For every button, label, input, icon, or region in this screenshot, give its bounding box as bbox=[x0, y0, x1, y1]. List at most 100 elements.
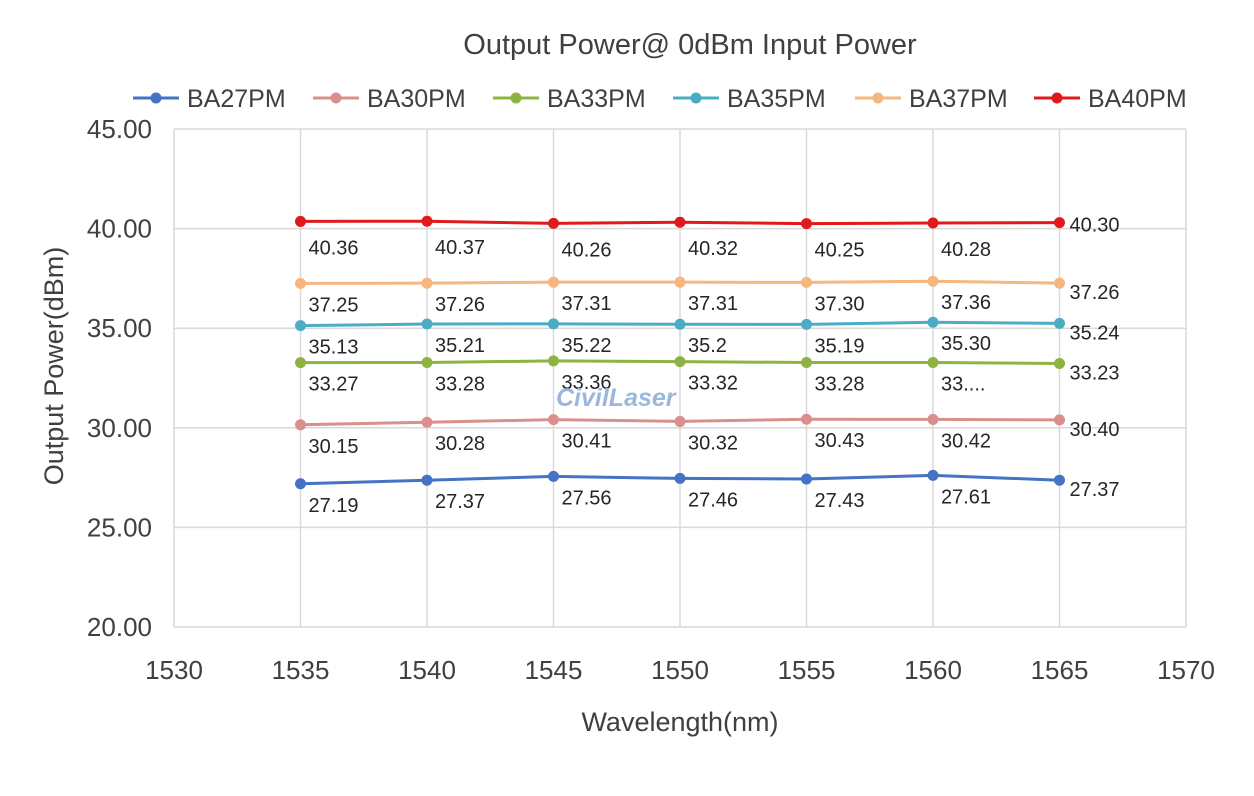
data-point bbox=[295, 215, 306, 227]
data-label: 40.25 bbox=[815, 240, 865, 262]
data-point bbox=[421, 277, 433, 289]
data-label: 35.2 bbox=[688, 335, 727, 357]
data-label: 30.28 bbox=[435, 433, 485, 455]
x-tick-label: 1565 bbox=[1031, 655, 1089, 685]
data-point bbox=[548, 318, 559, 330]
data-point bbox=[801, 356, 812, 368]
x-axis-title: Wavelength(nm) bbox=[581, 707, 778, 737]
data-point bbox=[674, 216, 686, 228]
data-label: 35.21 bbox=[435, 335, 485, 357]
data-point bbox=[421, 474, 433, 486]
series-ba40pm: 40.36 40.37 40.26 40.32 40.25 40.28 40.30 bbox=[295, 215, 1120, 262]
y-tick-label: 35.00 bbox=[87, 313, 152, 343]
data-label: 37.30 bbox=[815, 293, 865, 315]
data-point bbox=[295, 320, 306, 332]
legend-item-ba30pm: BA30PM bbox=[313, 85, 466, 113]
legend-item-ba35pm: BA35PM bbox=[673, 85, 826, 113]
legend-marker bbox=[510, 92, 522, 104]
data-point bbox=[421, 215, 433, 227]
data-label: 33.... bbox=[941, 373, 985, 395]
legend-item-ba40pm: BA40PM bbox=[1034, 85, 1187, 113]
data-label: 37.26 bbox=[1070, 282, 1120, 304]
data-label: 37.26 bbox=[435, 294, 485, 316]
data-label: 30.41 bbox=[562, 431, 612, 453]
data-label: 33.28 bbox=[435, 373, 485, 395]
data-point bbox=[801, 276, 812, 288]
x-tick-label: 1550 bbox=[651, 655, 709, 685]
grid bbox=[173, 128, 1187, 628]
data-label: 27.37 bbox=[435, 491, 485, 513]
series-ba30pm: 30.15 30.28 30.41 30.32 30.43 30.42 30.40 bbox=[295, 413, 1120, 458]
legend-marker bbox=[1051, 92, 1063, 104]
data-point bbox=[295, 419, 306, 431]
data-label: 37.31 bbox=[688, 293, 738, 315]
data-point bbox=[927, 356, 939, 368]
legend-item-ba37pm: BA37PM bbox=[855, 85, 1008, 113]
data-point bbox=[674, 415, 686, 427]
data-point bbox=[1054, 317, 1065, 329]
data-label: 37.36 bbox=[941, 292, 991, 314]
legend-label: BA33PM bbox=[547, 85, 646, 113]
data-label: 35.13 bbox=[309, 337, 359, 359]
y-tick-label: 20.00 bbox=[87, 612, 152, 642]
legend-label: BA37PM bbox=[909, 85, 1008, 113]
data-point bbox=[1054, 277, 1065, 289]
series-ba27pm: 27.19 27.37 27.56 27.46 27.43 27.61 27.37 bbox=[295, 469, 1120, 517]
data-point bbox=[927, 275, 939, 287]
data-label: 37.25 bbox=[309, 294, 359, 316]
data-point bbox=[927, 413, 939, 425]
data-point bbox=[548, 276, 559, 288]
data-point bbox=[295, 478, 306, 490]
y-tick-label: 25.00 bbox=[87, 512, 152, 542]
legend-label: BA35PM bbox=[727, 85, 826, 113]
data-point bbox=[927, 469, 939, 481]
x-tick-label: 1545 bbox=[525, 655, 583, 685]
data-point bbox=[674, 318, 686, 330]
x-axis-ticks: 1530 1535 1540 1545 1550 1555 1560 1565 1570 bbox=[145, 655, 1215, 685]
data-point bbox=[1054, 474, 1065, 486]
y-tick-label: 45.00 bbox=[87, 114, 152, 144]
data-point bbox=[1054, 217, 1065, 229]
y-axis-ticks: 20.00 25.00 30.00 35.00 40.00 45.00 bbox=[87, 114, 152, 642]
data-point bbox=[674, 276, 686, 288]
data-label: 40.36 bbox=[309, 237, 359, 259]
data-label: 30.40 bbox=[1070, 419, 1120, 441]
x-tick-label: 1555 bbox=[778, 655, 836, 685]
data-point bbox=[421, 318, 433, 330]
data-point bbox=[674, 356, 686, 368]
data-point bbox=[548, 470, 559, 482]
legend-label: BA30PM bbox=[367, 85, 466, 113]
series-ba33pm: 33.27 33.28 33.36 33.32 33.28 33.... 33.23 bbox=[295, 355, 1120, 396]
data-point bbox=[295, 357, 306, 369]
data-label: 30.32 bbox=[688, 432, 738, 454]
x-tick-label: 1560 bbox=[904, 655, 962, 685]
series-ba37pm: 37.25 37.26 37.31 37.31 37.30 37.36 37.26 bbox=[295, 275, 1120, 316]
data-label: 30.42 bbox=[941, 430, 991, 452]
data-point bbox=[801, 473, 812, 485]
y-tick-label: 30.00 bbox=[87, 413, 152, 443]
data-label: 37.31 bbox=[562, 293, 612, 315]
data-label: 33.32 bbox=[688, 373, 738, 395]
data-point bbox=[548, 414, 559, 426]
data-point bbox=[1054, 357, 1065, 369]
data-label: 30.15 bbox=[309, 436, 359, 458]
legend-marker bbox=[690, 92, 702, 104]
x-tick-label: 1540 bbox=[398, 655, 456, 685]
data-label: 30.43 bbox=[815, 430, 865, 452]
data-label: 33.23 bbox=[1070, 362, 1120, 384]
legend-item-ba27pm: BA27PM bbox=[133, 85, 286, 113]
x-tick-label: 1530 bbox=[145, 655, 203, 685]
data-label: 27.61 bbox=[941, 486, 991, 508]
x-tick-label: 1570 bbox=[1157, 655, 1215, 685]
data-point bbox=[927, 316, 939, 328]
data-label: 33.36 bbox=[562, 372, 612, 394]
watermark-logo: CivilLaser bbox=[556, 384, 677, 412]
data-label: 35.30 bbox=[941, 333, 991, 355]
data-label: 35.19 bbox=[815, 335, 865, 357]
data-point bbox=[801, 218, 812, 230]
legend-marker bbox=[330, 92, 342, 104]
data-point bbox=[927, 217, 939, 229]
data-label: 40.32 bbox=[688, 238, 738, 260]
data-label: 40.30 bbox=[1070, 215, 1120, 237]
data-label: 40.26 bbox=[562, 239, 612, 261]
